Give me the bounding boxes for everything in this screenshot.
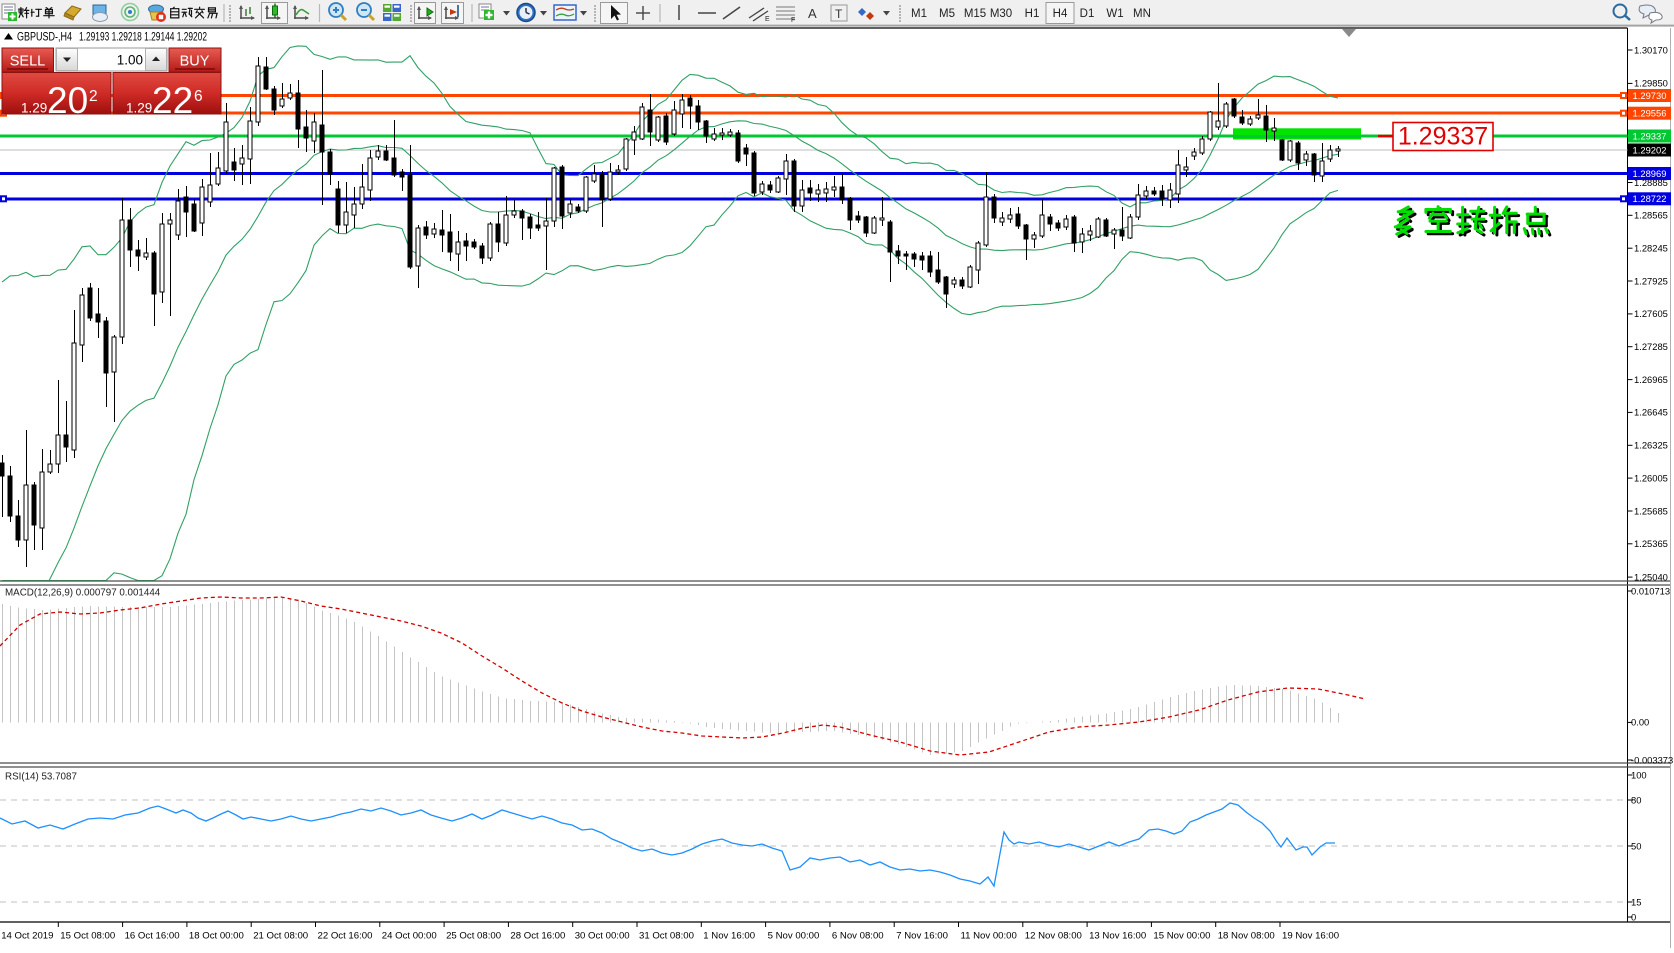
svg-text:7 Nov 16:00: 7 Nov 16:00 bbox=[896, 931, 948, 942]
svg-text:1.27285: 1.27285 bbox=[1634, 341, 1668, 352]
svg-text:D1: D1 bbox=[1080, 8, 1095, 20]
svg-text:H1: H1 bbox=[1025, 8, 1040, 20]
svg-text:MN: MN bbox=[1133, 8, 1151, 20]
svg-text:14 Oct 2019: 14 Oct 2019 bbox=[1, 931, 53, 942]
svg-text:12 Nov 08:00: 12 Nov 08:00 bbox=[1025, 931, 1082, 942]
svg-text:18 Nov 08:00: 18 Nov 08:00 bbox=[1218, 931, 1275, 942]
svg-text:1.29556: 1.29556 bbox=[1633, 108, 1667, 119]
svg-text:M15: M15 bbox=[964, 8, 986, 20]
svg-text:BUY: BUY bbox=[180, 54, 210, 70]
svg-text:E: E bbox=[765, 16, 770, 23]
svg-text:1.29337: 1.29337 bbox=[1633, 130, 1667, 141]
svg-text:19 Nov 16:00: 19 Nov 16:00 bbox=[1282, 931, 1339, 942]
svg-text:SELL: SELL bbox=[10, 54, 45, 70]
svg-text:1.28969: 1.28969 bbox=[1633, 168, 1667, 179]
svg-text:0.00: 0.00 bbox=[1631, 717, 1649, 728]
svg-text:50: 50 bbox=[1631, 840, 1641, 851]
svg-text:1.30170: 1.30170 bbox=[1634, 44, 1668, 55]
svg-text:1.29: 1.29 bbox=[21, 101, 47, 116]
svg-text:22 Oct 16:00: 22 Oct 16:00 bbox=[318, 931, 373, 942]
svg-text:25 Oct 08:00: 25 Oct 08:00 bbox=[446, 931, 501, 942]
svg-text:-0.003373: -0.003373 bbox=[1631, 754, 1673, 765]
svg-text:16 Oct 16:00: 16 Oct 16:00 bbox=[125, 931, 180, 942]
svg-text:M5: M5 bbox=[939, 8, 955, 20]
svg-text:H4: H4 bbox=[1053, 8, 1068, 20]
svg-text:15 Nov 00:00: 15 Nov 00:00 bbox=[1153, 931, 1210, 942]
svg-text:1.29730: 1.29730 bbox=[1633, 90, 1667, 101]
svg-text:1.26965: 1.26965 bbox=[1634, 374, 1668, 385]
svg-text:F: F bbox=[791, 17, 795, 24]
svg-text:1.29850: 1.29850 bbox=[1634, 78, 1668, 89]
svg-text:1.28885: 1.28885 bbox=[1634, 177, 1668, 188]
svg-text:RSI(14) 53.7087: RSI(14) 53.7087 bbox=[5, 772, 77, 783]
svg-text:24 Oct 00:00: 24 Oct 00:00 bbox=[382, 931, 437, 942]
svg-text:GBPUSD-,H4: GBPUSD-,H4 bbox=[17, 32, 72, 44]
svg-text:5 Nov 00:00: 5 Nov 00:00 bbox=[768, 931, 820, 942]
svg-text:A: A bbox=[808, 6, 817, 21]
svg-text:15 Oct 08:00: 15 Oct 08:00 bbox=[60, 931, 115, 942]
svg-text:15: 15 bbox=[1631, 896, 1641, 907]
svg-text:11 Nov 00:00: 11 Nov 00:00 bbox=[961, 931, 1017, 942]
svg-text:W1: W1 bbox=[1106, 8, 1123, 20]
svg-text:20: 20 bbox=[47, 80, 88, 121]
svg-text:2: 2 bbox=[89, 88, 98, 105]
svg-text:1.28565: 1.28565 bbox=[1634, 210, 1668, 221]
svg-text:1.00: 1.00 bbox=[117, 53, 143, 68]
svg-text:MACD(12,26,9) 0.000797 0.00144: MACD(12,26,9) 0.000797 0.001444 bbox=[5, 588, 161, 599]
svg-text:1.29193 1.29218 1.29144 1.2920: 1.29193 1.29218 1.29144 1.29202 bbox=[79, 32, 207, 44]
svg-text:80: 80 bbox=[1631, 794, 1641, 805]
svg-text:0.010713: 0.010713 bbox=[1631, 585, 1670, 596]
svg-text:21 Oct 08:00: 21 Oct 08:00 bbox=[253, 931, 308, 942]
svg-text:6: 6 bbox=[194, 88, 203, 105]
svg-text:1.26005: 1.26005 bbox=[1634, 472, 1668, 483]
svg-text:6 Nov 08:00: 6 Nov 08:00 bbox=[832, 931, 884, 942]
svg-text:1.26325: 1.26325 bbox=[1634, 440, 1668, 451]
svg-text:1.25040: 1.25040 bbox=[1634, 571, 1668, 582]
svg-text:30 Oct 00:00: 30 Oct 00:00 bbox=[575, 931, 630, 942]
svg-text:1.28722: 1.28722 bbox=[1633, 193, 1667, 204]
svg-text:1.29202: 1.29202 bbox=[1633, 144, 1667, 155]
svg-text:18 Oct 00:00: 18 Oct 00:00 bbox=[189, 931, 244, 942]
svg-text:1 Nov 16:00: 1 Nov 16:00 bbox=[703, 931, 755, 942]
svg-text:1.25365: 1.25365 bbox=[1634, 538, 1668, 549]
svg-text:13 Nov 16:00: 13 Nov 16:00 bbox=[1089, 931, 1146, 942]
svg-text:T: T bbox=[835, 7, 843, 21]
svg-text:100: 100 bbox=[1631, 769, 1647, 780]
svg-text:1.28245: 1.28245 bbox=[1634, 243, 1668, 254]
svg-text:22: 22 bbox=[152, 80, 193, 121]
svg-text:31 Oct 08:00: 31 Oct 08:00 bbox=[639, 931, 694, 942]
svg-text:28 Oct 16:00: 28 Oct 16:00 bbox=[510, 931, 565, 942]
svg-text:1.25685: 1.25685 bbox=[1634, 505, 1668, 516]
svg-text:1.27925: 1.27925 bbox=[1634, 275, 1668, 286]
svg-text:1.29: 1.29 bbox=[126, 101, 152, 116]
svg-text:1.26645: 1.26645 bbox=[1634, 407, 1668, 418]
svg-text:0: 0 bbox=[1631, 911, 1636, 922]
svg-text:M1: M1 bbox=[911, 8, 927, 20]
svg-text:M30: M30 bbox=[990, 8, 1012, 20]
svg-text:1.29337: 1.29337 bbox=[1398, 123, 1488, 151]
svg-text:1.27605: 1.27605 bbox=[1634, 308, 1668, 319]
